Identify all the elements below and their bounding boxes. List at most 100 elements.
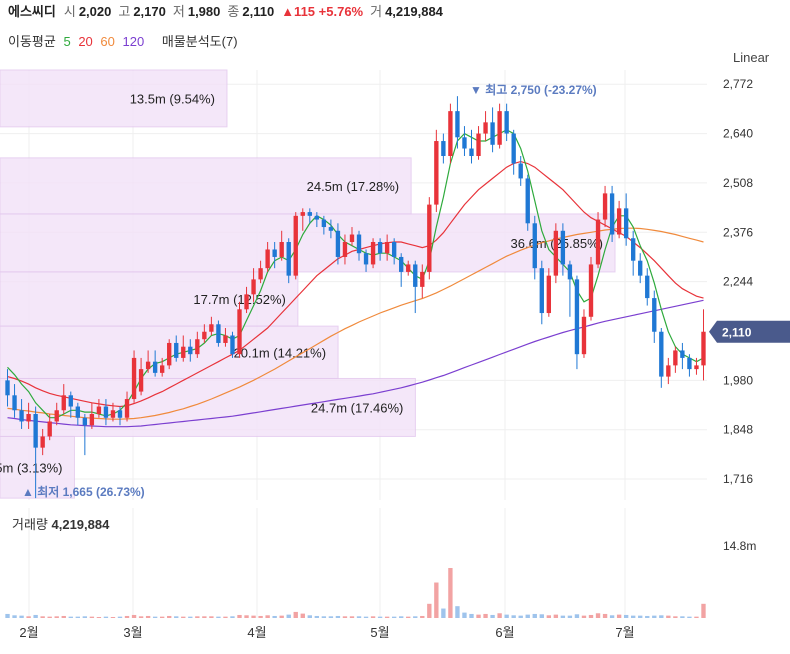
volume-bar bbox=[202, 616, 207, 618]
low-label: 저 bbox=[172, 4, 185, 19]
volume-profile-label: 13.5m (9.54%) bbox=[130, 91, 215, 106]
ma5-label: 5 bbox=[63, 34, 71, 49]
volume-bar bbox=[286, 614, 291, 618]
volume-bar bbox=[609, 615, 615, 618]
candle-body bbox=[258, 268, 263, 280]
volume-bar bbox=[321, 616, 327, 618]
current-price-label: 2,110 bbox=[722, 326, 752, 340]
candle-body bbox=[539, 268, 544, 314]
candle-body bbox=[406, 264, 411, 272]
volume-area bbox=[0, 508, 707, 618]
volume-bar bbox=[462, 612, 467, 618]
candle-body bbox=[124, 399, 130, 418]
volume-bar bbox=[399, 616, 404, 618]
candle-body bbox=[117, 410, 123, 418]
volume-bar bbox=[631, 615, 636, 618]
volume-bar bbox=[694, 616, 699, 618]
candle-body bbox=[616, 208, 622, 235]
candle-body bbox=[532, 223, 537, 269]
volume-bar bbox=[96, 616, 102, 618]
volume-bar bbox=[623, 614, 629, 618]
candle-body bbox=[413, 264, 418, 287]
candle-body bbox=[335, 230, 341, 257]
candle-body bbox=[272, 249, 277, 257]
volume-bar bbox=[518, 615, 523, 618]
candle-body bbox=[138, 369, 144, 392]
volume-bar bbox=[391, 616, 397, 618]
quote-header: 에스씨디 시 2,020 고 2,170 저 1,980 종 2,110 ▲115 +5.76% 거… bbox=[8, 2, 450, 22]
candle-body bbox=[518, 163, 523, 179]
volume-bar bbox=[12, 615, 17, 618]
volume-bar bbox=[553, 614, 559, 618]
volume-bar bbox=[638, 615, 643, 618]
volume-bar bbox=[490, 614, 495, 618]
volume-bar bbox=[511, 615, 516, 618]
candle-body bbox=[356, 234, 362, 254]
candle-body bbox=[553, 230, 559, 276]
candle-body bbox=[483, 122, 488, 134]
candle-body bbox=[504, 111, 509, 134]
y-tick-label: 1,716 bbox=[723, 472, 753, 486]
candle-body bbox=[687, 357, 692, 370]
candle-body bbox=[595, 219, 601, 265]
candle-body bbox=[293, 215, 298, 276]
candle-body bbox=[188, 346, 193, 355]
close-label: 종 bbox=[227, 4, 240, 19]
candle-body bbox=[68, 395, 73, 407]
volume-bar bbox=[483, 613, 488, 618]
high-marker: ▼ 최고 2,750 (-23.27%) bbox=[470, 82, 597, 97]
candle-body bbox=[420, 271, 425, 287]
high-value: 2,170 bbox=[133, 4, 166, 19]
scale-toggle[interactable]: Linear bbox=[733, 50, 770, 65]
volume-bar bbox=[19, 615, 24, 618]
ma60-line bbox=[7, 227, 704, 420]
candle-body bbox=[342, 242, 348, 257]
volume-bar bbox=[532, 613, 537, 618]
volume-bar bbox=[616, 614, 622, 618]
volume-bar bbox=[377, 616, 383, 618]
volume-bar bbox=[223, 616, 228, 618]
volume-bar bbox=[209, 616, 214, 618]
candle-body bbox=[511, 133, 516, 164]
candle-body bbox=[588, 264, 594, 317]
volume-bar bbox=[406, 616, 411, 618]
candle-body bbox=[307, 212, 312, 216]
candle-body bbox=[181, 346, 186, 358]
volume-profile-label: 24.7m (17.46%) bbox=[311, 400, 404, 415]
volume-bar bbox=[680, 616, 685, 618]
volume-label: 거 bbox=[370, 4, 383, 19]
volume-bar bbox=[5, 613, 10, 618]
candle-body bbox=[680, 350, 685, 358]
candle-body bbox=[26, 414, 31, 422]
candle-body bbox=[244, 294, 249, 310]
candle-body bbox=[659, 331, 664, 377]
volume-bar bbox=[244, 615, 249, 618]
candle-body bbox=[174, 342, 179, 358]
candle-body bbox=[567, 264, 573, 280]
ma-legend[interactable]: 이동평균 5 20 60 120 매물분석도(7) bbox=[8, 32, 242, 52]
volume-bar bbox=[420, 615, 425, 618]
candle-body bbox=[638, 260, 643, 276]
volume-bar bbox=[652, 615, 657, 618]
volume-profile-label[interactable]: 매물분석도(7) bbox=[161, 34, 238, 49]
y-tick-label: 2,508 bbox=[723, 176, 753, 190]
candle-body bbox=[19, 410, 24, 422]
y-tick-label: 1,848 bbox=[723, 423, 753, 437]
candle-body bbox=[209, 324, 214, 332]
candle-body bbox=[427, 204, 432, 272]
volume-bar bbox=[595, 613, 601, 618]
ma120-label: 120 bbox=[122, 34, 145, 49]
volume-bar bbox=[602, 613, 608, 618]
candle-body bbox=[497, 111, 502, 145]
candle-body bbox=[75, 406, 80, 418]
candle-body bbox=[602, 193, 608, 220]
candle-body bbox=[40, 436, 45, 448]
volume-bar bbox=[363, 616, 369, 618]
candle-body bbox=[54, 410, 59, 422]
volume-bar bbox=[159, 616, 165, 618]
volume-bar bbox=[68, 616, 73, 618]
volume-bar bbox=[673, 616, 678, 618]
volume-bar bbox=[75, 616, 80, 618]
candle-body bbox=[82, 417, 88, 426]
